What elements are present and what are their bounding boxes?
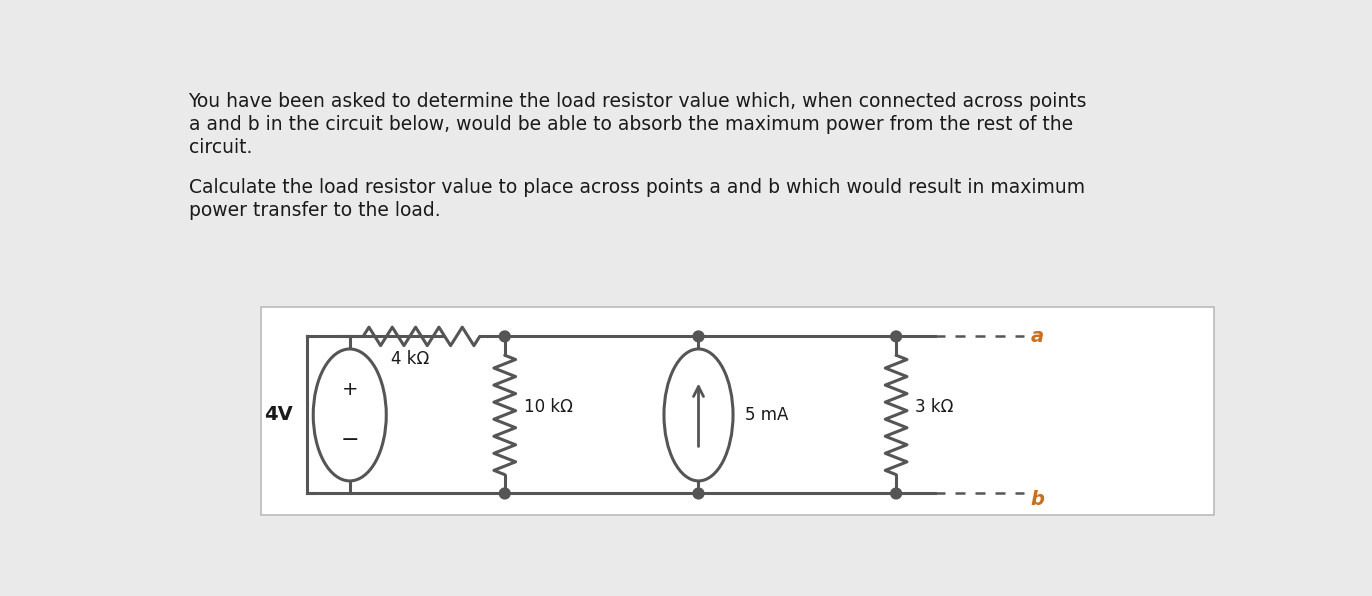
FancyBboxPatch shape [261,307,1214,515]
Text: 5 mA: 5 mA [745,406,788,424]
Circle shape [693,331,704,342]
Text: Calculate the load resistor value to place across points a and b which would res: Calculate the load resistor value to pla… [188,178,1085,197]
Text: 10 kΩ: 10 kΩ [524,398,573,416]
Ellipse shape [664,349,733,481]
Circle shape [693,488,704,499]
Text: 4V: 4V [265,405,294,424]
Circle shape [499,488,510,499]
Text: circuit.: circuit. [188,138,252,157]
Text: 3 kΩ: 3 kΩ [915,398,954,416]
Text: power transfer to the load.: power transfer to the load. [188,201,440,220]
Circle shape [499,331,510,342]
Text: a and b in the circuit below, would be able to absorb the maximum power from the: a and b in the circuit below, would be a… [188,114,1073,134]
Circle shape [890,331,901,342]
Text: +: + [342,380,358,399]
Text: You have been asked to determine the load resistor value which, when connected a: You have been asked to determine the loa… [188,92,1087,110]
Text: a: a [1030,327,1043,346]
Circle shape [890,488,901,499]
Text: 4 kΩ: 4 kΩ [391,350,429,368]
Text: −: − [340,430,359,450]
Text: b: b [1030,490,1044,509]
Ellipse shape [313,349,387,481]
